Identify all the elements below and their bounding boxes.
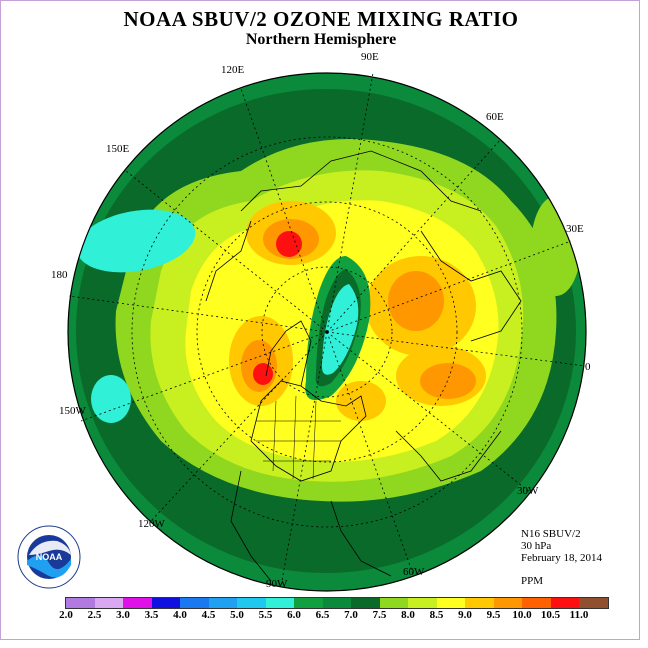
noaa-logo: NOAA [17, 525, 81, 589]
colorbar-segment [436, 598, 465, 608]
map-subtitle: Northern Hemisphere [245, 31, 397, 48]
lon-label-180: 180 [51, 269, 68, 281]
colorbar-segment [579, 598, 608, 608]
ozone-max-a [276, 231, 302, 257]
ozone-field [68, 73, 586, 591]
coastlines [205, 150, 522, 582]
colorbar-tick-label: 6.5 [315, 609, 330, 621]
colorbar-tick-label: 7.5 [372, 609, 387, 621]
colorbar-segment [66, 598, 95, 608]
lon-label-60e: 60E [486, 111, 504, 123]
info-block: N16 SBUV/2 30 hPa February 18, 2014 [521, 528, 602, 564]
lon-label-60w: 60W [403, 566, 425, 578]
colorbar-tick-label: 7.0 [344, 609, 358, 621]
low-patch-b [91, 375, 131, 423]
state-boundaries [256, 395, 341, 480]
colorbar-tick-label: 4.0 [173, 609, 187, 621]
colorbar-segment [493, 598, 522, 608]
instrument-label: N16 SBUV/2 [521, 528, 581, 540]
colorbar-tick-label: 9.5 [486, 609, 501, 621]
colorbar-segment [208, 598, 237, 608]
colorbar-tick-label: 5.5 [258, 609, 273, 621]
contour-9-5-b [388, 271, 444, 331]
colorbar-tick-label: 4.5 [201, 609, 216, 621]
colorbar-tick-label: 9.0 [458, 609, 472, 621]
colorbar-tick-label: 11.0 [569, 609, 589, 621]
polar-map [67, 72, 587, 592]
vortex-core [321, 284, 359, 375]
colorbar-segment [237, 598, 266, 608]
colorbar-segment [379, 598, 408, 608]
colorbar-tick-label: 3.0 [116, 609, 130, 621]
map-title: NOAA SBUV/2 OZONE MIXING RATIO [123, 7, 519, 31]
colorbar-segment [351, 598, 380, 608]
colorbar-segment [294, 598, 323, 608]
colorbar-tick-label: 10.5 [540, 609, 561, 621]
colorbar-segment [123, 598, 152, 608]
colorbar-tick-label: 10.0 [512, 609, 532, 621]
colorbar-tick-label: 3.5 [144, 609, 159, 621]
colorbar-segment [522, 598, 551, 608]
lon-label-150w: 150W [59, 405, 86, 417]
map-border [67, 72, 587, 592]
pressure-level-label: 30 hPa [521, 540, 552, 552]
colorbar-segment [465, 598, 494, 608]
colorbar-segment [408, 598, 437, 608]
lon-label-30w: 30W [517, 485, 539, 497]
colorbar-tick-label: 8.5 [429, 609, 444, 621]
lon-label-120e: 120E [221, 64, 245, 76]
contour-9-5-d [420, 363, 476, 399]
date-label: February 18, 2014 [521, 552, 602, 564]
ozone-max-b [253, 363, 273, 385]
colorbar-tick-label: 6.0 [287, 609, 301, 621]
colorbar-segment [180, 598, 209, 608]
colorbar [65, 597, 609, 609]
colorbar-segment [151, 598, 180, 608]
lon-label-90e: 90E [361, 51, 379, 63]
lon-label-120w: 120W [138, 518, 165, 530]
colorbar-segment [322, 598, 351, 608]
colorbar-tick-label: 2.0 [59, 609, 73, 621]
lon-label-90w: 90W [266, 578, 288, 590]
contour-9-0-e [336, 381, 386, 421]
colorbar-segment [265, 598, 294, 608]
noaa-logo-text: NOAA [36, 552, 63, 562]
graticule [68, 72, 586, 587]
colorbar-ticks: 2.0 2.5 3.0 3.5 4.0 4.5 5.0 5.5 6.0 6.5 7.0 7.5 8.0 8… [57, 609, 617, 623]
low-patch-a [76, 209, 196, 273]
units-label: PPM [521, 575, 544, 587]
colorbar-segment [550, 598, 579, 608]
lon-label-150e: 150E [106, 143, 130, 155]
colorbar-tick-label: 2.5 [87, 609, 102, 621]
colorbar-tick-label: 5.0 [230, 609, 244, 621]
colorbar-segment [94, 598, 123, 608]
ozone-map-figure: NOAA SBUV/2 OZONE MIXING RATIO Northern … [0, 0, 640, 640]
colorbar-tick-label: 8.0 [401, 609, 415, 621]
lon-label-30e: 30E [566, 223, 584, 235]
lon-label-0: 0 [585, 361, 591, 373]
